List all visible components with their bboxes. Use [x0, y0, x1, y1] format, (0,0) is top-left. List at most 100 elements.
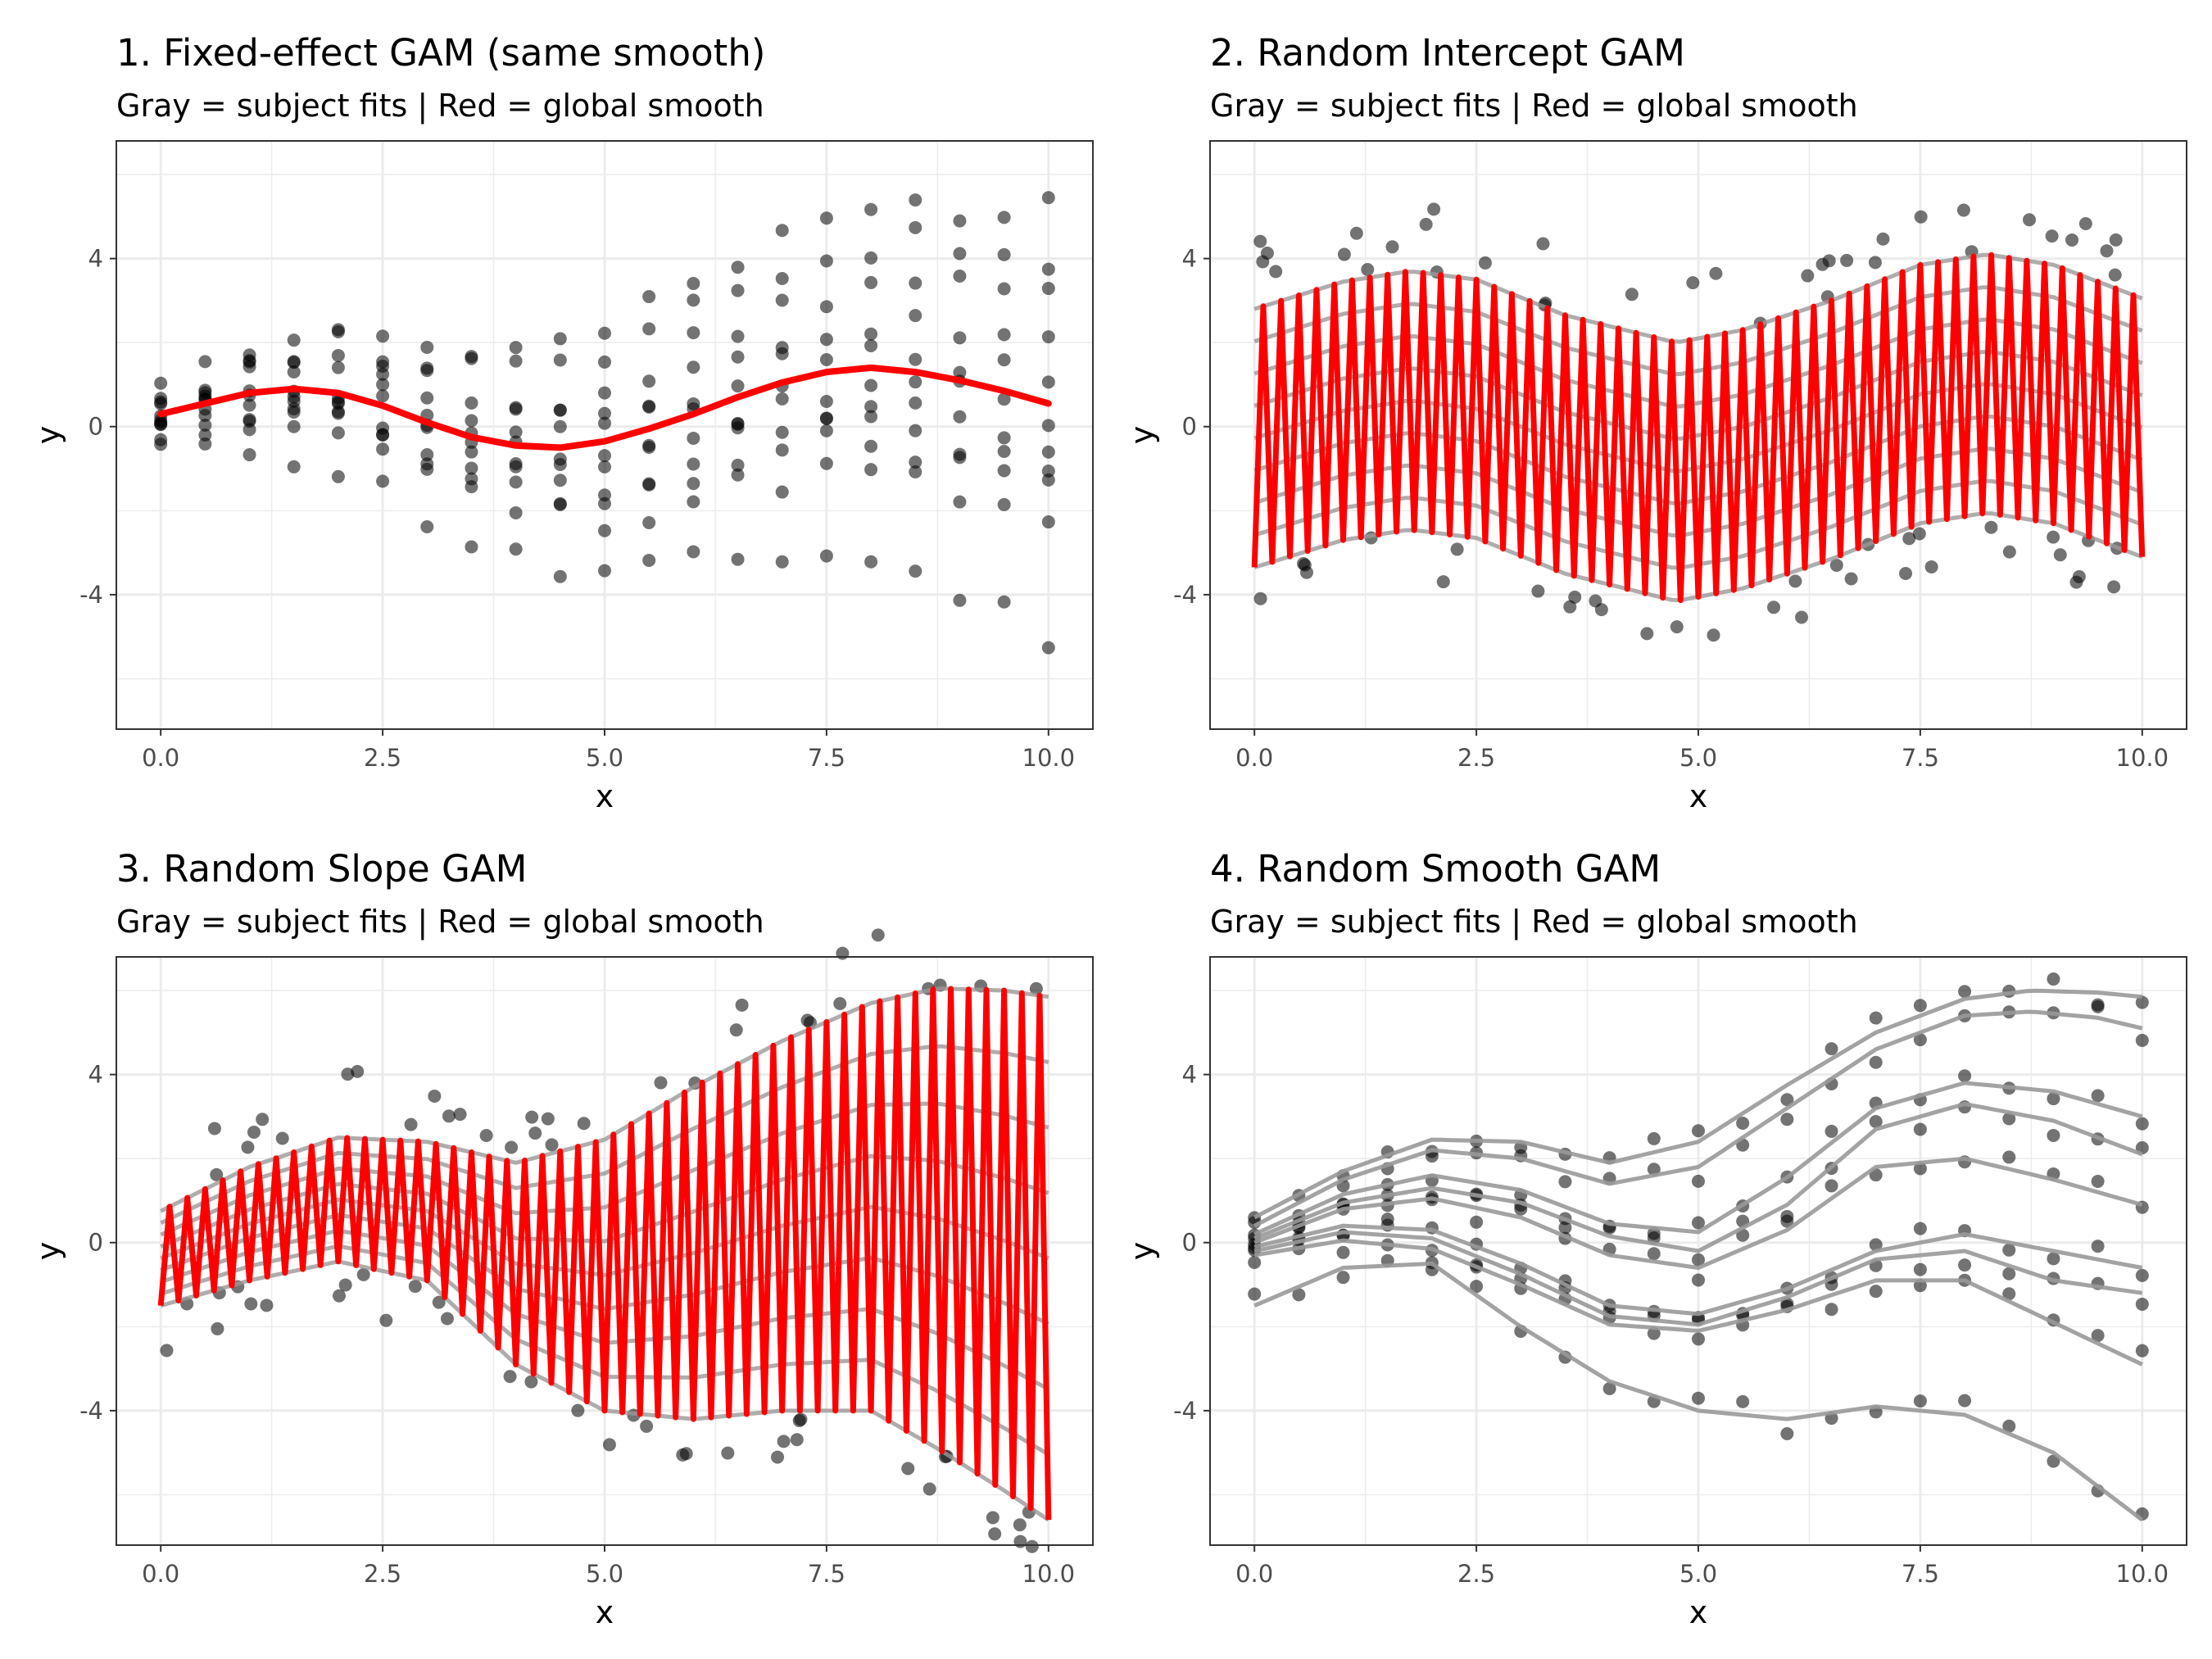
panel-title: 1. Fixed-effect GAM (same smooth): [116, 31, 765, 75]
data-point: [687, 495, 700, 509]
y-tick-label: 0: [88, 413, 103, 441]
data-point: [1736, 1394, 1750, 1408]
data-point: [1844, 572, 1858, 586]
data-point: [465, 540, 478, 554]
data-point: [909, 193, 922, 207]
data-point: [1361, 262, 1375, 276]
data-point: [2045, 229, 2059, 243]
data-point: [553, 403, 567, 417]
y-tick-label: 4: [88, 1061, 103, 1089]
data-point: [338, 1278, 352, 1292]
data-point: [1041, 330, 1055, 344]
data-point: [2108, 268, 2122, 282]
data-point: [1824, 1179, 1838, 1193]
x-tick-label: 0.0: [1235, 744, 1273, 772]
data-point: [287, 419, 301, 433]
data-point: [909, 465, 922, 479]
data-point: [210, 1167, 224, 1181]
global-smooth-line: [157, 986, 1052, 1521]
data-point: [1013, 1518, 1027, 1532]
data-point: [571, 1403, 585, 1417]
data-point: [2047, 1454, 2060, 1468]
data-point: [2023, 213, 2037, 227]
data-point: [1041, 282, 1055, 296]
data-point: [2065, 233, 2079, 247]
data-point: [505, 1140, 519, 1154]
data-point: [2109, 233, 2123, 247]
data-point: [420, 340, 434, 354]
data-point: [953, 447, 967, 461]
data-point: [509, 354, 523, 368]
data-point: [1824, 1303, 1838, 1317]
data-point: [1913, 1394, 1927, 1408]
data-point: [953, 365, 967, 379]
data-point: [909, 276, 922, 290]
data-point: [598, 386, 611, 400]
x-tick-label: 2.5: [1457, 744, 1495, 772]
x-tick-label: 2.5: [1457, 1560, 1495, 1588]
data-point: [331, 405, 345, 419]
data-point: [2047, 1252, 2060, 1266]
data-point: [794, 1412, 808, 1426]
data-point: [864, 327, 878, 341]
data-point: [2135, 1117, 2149, 1131]
data-point: [1869, 1238, 1883, 1252]
data-point: [376, 329, 390, 343]
data-point: [479, 1128, 493, 1142]
data-point: [2135, 1033, 2149, 1047]
panel-subtitle: Gray = subject fits | Red = global smoot…: [1210, 88, 1858, 125]
data-point: [2078, 216, 2092, 230]
data-point: [731, 261, 745, 274]
data-point: [731, 379, 745, 393]
data-point: [997, 464, 1011, 478]
panel-subtitle: Gray = subject fits | Red = global smoot…: [116, 88, 764, 125]
data-point: [553, 452, 567, 466]
data-point: [1824, 1042, 1838, 1056]
panel-subtitle: Gray = subject fits | Red = global smoot…: [116, 904, 764, 941]
data-point: [1788, 574, 1802, 588]
data-point: [1913, 1033, 1927, 1047]
y-axis-label: y: [30, 426, 66, 445]
data-point: [775, 271, 789, 285]
x-tick-label: 10.0: [2116, 1560, 2169, 1588]
data-point: [640, 1419, 654, 1433]
data-point: [509, 505, 523, 519]
data-point: [2069, 575, 2083, 589]
data-point: [997, 247, 1011, 261]
data-point: [864, 463, 878, 477]
data-point: [909, 352, 922, 366]
y-tick-label: 4: [1182, 245, 1197, 273]
data-point: [1913, 999, 1927, 1013]
data-point: [376, 442, 390, 456]
data-point: [864, 439, 878, 453]
data-point: [509, 425, 523, 439]
data-point: [1558, 1175, 1572, 1189]
data-point: [1647, 1247, 1661, 1261]
data-point: [1913, 1122, 1927, 1136]
x-tick-label: 5.0: [1679, 744, 1717, 772]
data-point: [1337, 247, 1351, 261]
data-point: [1041, 419, 1055, 433]
data-point: [1780, 1427, 1794, 1441]
data-point: [420, 457, 434, 471]
y-axis-label: y: [1124, 1242, 1160, 1261]
data-point: [775, 341, 789, 355]
y-tick-label: 0: [1182, 1229, 1197, 1257]
data-point: [356, 1267, 370, 1281]
data-point: [331, 469, 345, 483]
data-point: [1041, 262, 1055, 276]
data-point: [2135, 1268, 2149, 1282]
data-point: [1692, 1174, 1705, 1188]
data-point: [287, 460, 301, 474]
subject-fit-line: [1253, 1223, 2143, 1317]
data-point: [1707, 628, 1720, 642]
data-point: [160, 1344, 174, 1358]
data-point: [1984, 520, 1998, 534]
data-point: [1913, 1262, 1927, 1276]
subject-fit-line: [1253, 252, 2143, 344]
data-point: [287, 390, 301, 404]
data-point: [1795, 610, 1809, 624]
data-point: [1041, 445, 1055, 459]
panel-1: 1. Fixed-effect GAM (same smooth) Gray = …: [30, 31, 1094, 814]
data-point: [379, 1313, 393, 1327]
